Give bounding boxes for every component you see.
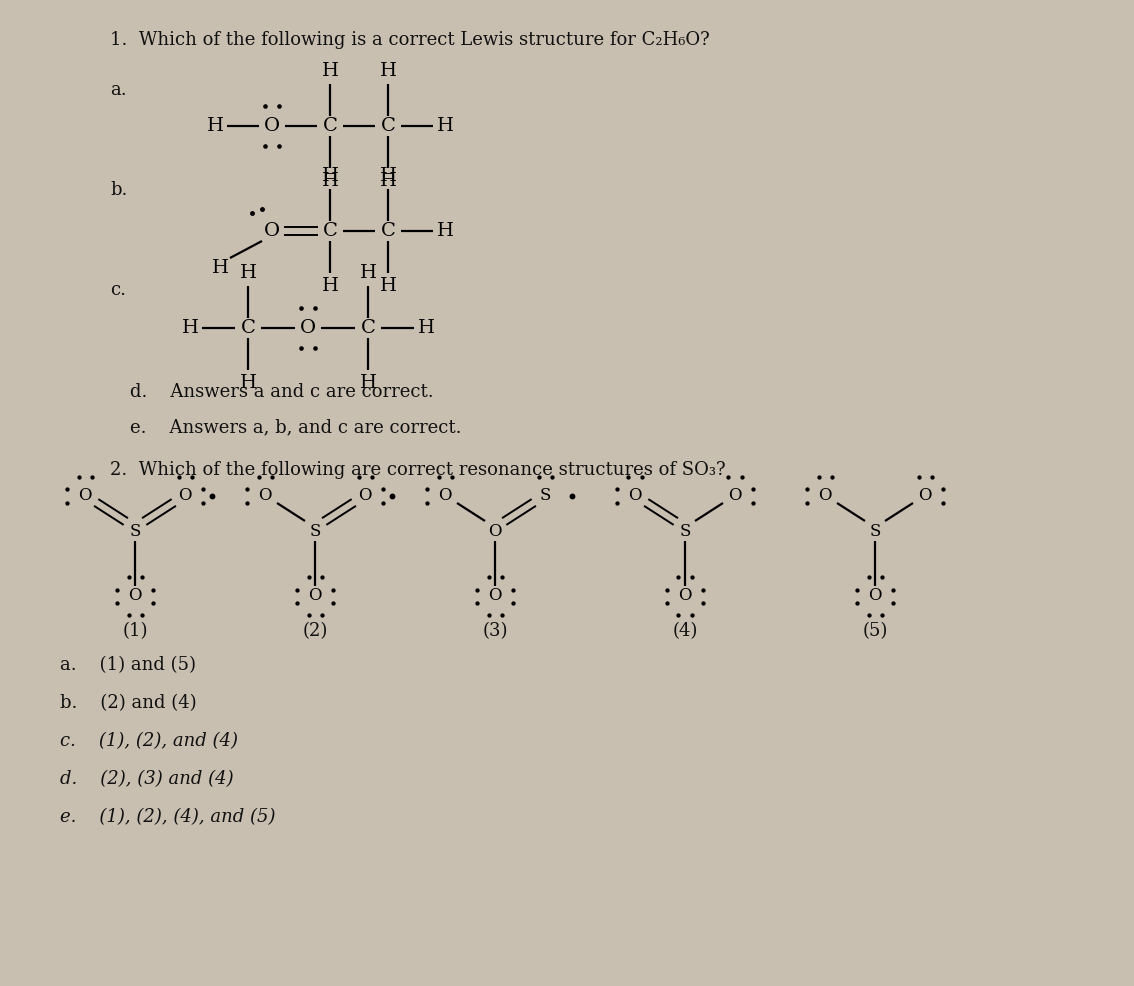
Text: H: H (322, 167, 339, 185)
Text: H: H (322, 172, 339, 190)
Text: a.    (1) and (5): a. (1) and (5) (60, 656, 196, 674)
Text: 2.  Which of the following are correct resonance structures of SO₃?: 2. Which of the following are correct re… (110, 461, 726, 479)
Text: H: H (380, 277, 397, 295)
Text: O: O (628, 487, 642, 505)
Text: O: O (264, 117, 280, 135)
Text: H: H (417, 319, 434, 337)
Text: H: H (212, 259, 228, 277)
Text: O: O (308, 588, 322, 604)
Text: C: C (381, 222, 396, 240)
Text: O: O (78, 487, 92, 505)
Text: C: C (361, 319, 375, 337)
Text: H: H (322, 62, 339, 80)
Text: H: H (181, 319, 198, 337)
Text: (1): (1) (122, 622, 147, 640)
Text: S: S (679, 523, 691, 539)
Text: H: H (380, 167, 397, 185)
Text: O: O (728, 487, 742, 505)
Text: C: C (381, 117, 396, 135)
Text: H: H (322, 277, 339, 295)
Text: O: O (678, 588, 692, 604)
Text: H: H (359, 264, 376, 282)
Text: C: C (322, 222, 338, 240)
Text: (3): (3) (482, 622, 508, 640)
Text: H: H (437, 222, 454, 240)
Text: O: O (489, 523, 501, 539)
Text: C: C (240, 319, 255, 337)
Text: C: C (322, 117, 338, 135)
Text: (5): (5) (862, 622, 888, 640)
Text: e.    Answers a, b, and c are correct.: e. Answers a, b, and c are correct. (130, 418, 462, 436)
Text: b.: b. (110, 181, 127, 199)
Text: H: H (380, 62, 397, 80)
Text: O: O (489, 588, 501, 604)
Text: b.    (2) and (4): b. (2) and (4) (60, 694, 196, 712)
Text: O: O (259, 487, 272, 505)
Text: O: O (264, 222, 280, 240)
Text: 1.  Which of the following is a correct Lewis structure for C₂H₆O?: 1. Which of the following is a correct L… (110, 31, 710, 49)
Text: H: H (239, 264, 256, 282)
Text: S: S (310, 523, 321, 539)
Text: a.: a. (110, 81, 127, 99)
Text: (4): (4) (672, 622, 697, 640)
Text: O: O (358, 487, 372, 505)
Text: O: O (128, 588, 142, 604)
Text: S: S (540, 487, 551, 505)
Text: H: H (359, 374, 376, 392)
Text: O: O (299, 319, 316, 337)
Text: d.    Answers a and c are correct.: d. Answers a and c are correct. (130, 383, 433, 401)
Text: O: O (919, 487, 932, 505)
Text: c.: c. (110, 281, 126, 299)
Text: H: H (380, 172, 397, 190)
Text: (2): (2) (303, 622, 328, 640)
Text: S: S (129, 523, 141, 539)
Text: H: H (437, 117, 454, 135)
Text: O: O (869, 588, 882, 604)
Text: d.    (2), (3) and (4): d. (2), (3) and (4) (60, 770, 234, 788)
Text: H: H (239, 374, 256, 392)
Text: H: H (206, 117, 223, 135)
Text: c.    (1), (2), and (4): c. (1), (2), and (4) (60, 732, 238, 750)
Text: S: S (870, 523, 881, 539)
Text: O: O (438, 487, 451, 505)
Text: O: O (178, 487, 192, 505)
Text: O: O (819, 487, 831, 505)
Text: e.    (1), (2), (4), and (5): e. (1), (2), (4), and (5) (60, 808, 276, 826)
